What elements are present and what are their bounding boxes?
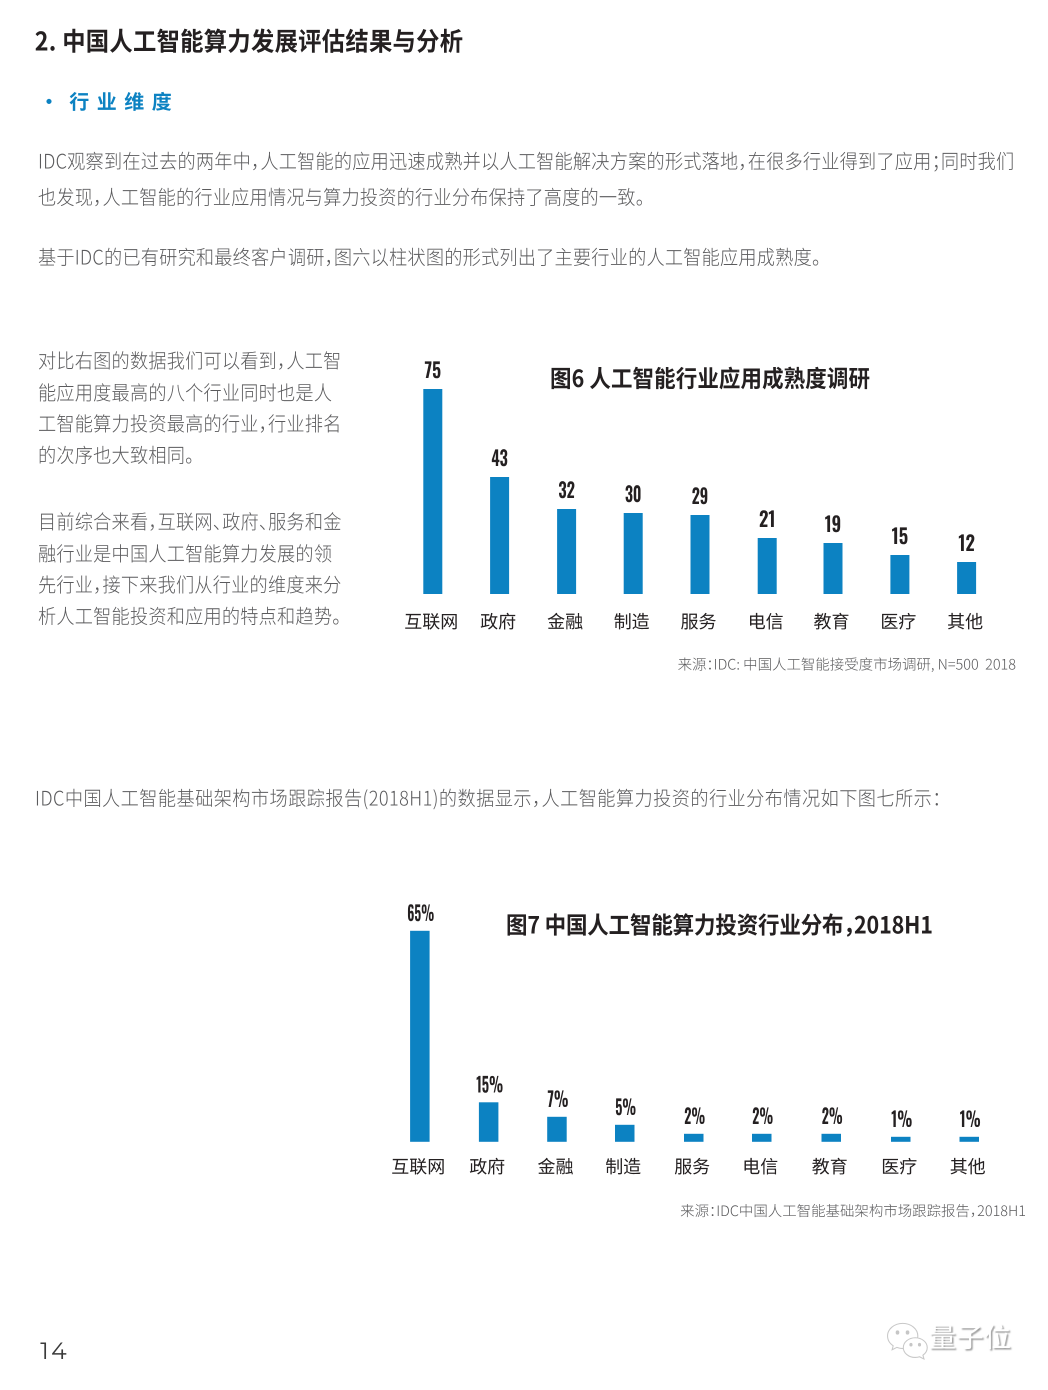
svg-text:图7 中国人工智能算力投资行业分布，2018H1: 图7 中国人工智能算力投资行业分布，2018H1 xyxy=(506,906,933,941)
svg-text:32: 32 xyxy=(558,474,575,504)
svg-text:制造: 制造 xyxy=(614,608,650,634)
svg-text:服务: 服务 xyxy=(681,608,717,634)
svg-text:1%: 1% xyxy=(891,1103,912,1133)
svg-text:电信: 电信 xyxy=(748,608,784,634)
svg-text:29: 29 xyxy=(692,480,709,510)
svg-text:2%: 2% xyxy=(684,1100,705,1130)
svg-text:12: 12 xyxy=(958,527,975,557)
svg-text:制造: 制造 xyxy=(605,1153,641,1179)
svg-text:65%: 65% xyxy=(407,897,434,927)
svg-text:来源：IDC中国人工智能基础架构市场跟踪报告，2018H1: 来源：IDC中国人工智能基础架构市场跟踪报告，2018H1 xyxy=(680,1200,1026,1221)
svg-text:金融: 金融 xyxy=(547,608,583,634)
svg-text:75: 75 xyxy=(425,354,442,384)
svg-text:服务: 服务 xyxy=(674,1153,710,1179)
svg-text:15%: 15% xyxy=(476,1069,503,1099)
svg-text:医疗: 医疗 xyxy=(881,1153,917,1179)
svg-text:其他: 其他 xyxy=(947,608,983,634)
svg-text:教育: 教育 xyxy=(812,1153,848,1179)
svg-text:7%: 7% xyxy=(548,1083,569,1113)
svg-text:图6 人工智能行业应用成熟度调研: 图6 人工智能行业应用成熟度调研 xyxy=(550,360,870,395)
svg-text:2%: 2% xyxy=(752,1100,773,1130)
svg-text:19: 19 xyxy=(825,508,842,538)
svg-text:15: 15 xyxy=(892,520,909,550)
svg-text:2%: 2% xyxy=(822,1100,843,1130)
svg-text:政府: 政府 xyxy=(480,608,516,634)
svg-text:1%: 1% xyxy=(960,1103,981,1133)
svg-text:互联网: 互联网 xyxy=(404,608,458,634)
svg-text:电信: 电信 xyxy=(742,1153,778,1179)
svg-text:政府: 政府 xyxy=(469,1153,505,1179)
svg-text:30: 30 xyxy=(625,478,642,508)
svg-text:金融: 金融 xyxy=(538,1153,574,1179)
svg-text:5%: 5% xyxy=(615,1091,636,1121)
svg-text:43: 43 xyxy=(491,442,508,472)
svg-text:21: 21 xyxy=(759,503,776,533)
svg-text:医疗: 医疗 xyxy=(880,608,916,634)
svg-text:互联网: 互联网 xyxy=(391,1153,445,1179)
svg-text:来源：IDC: 中国人工智能接受度市场调研, N=500: 来源：IDC: 中国人工智能接受度市场调研, N=500 2018 xyxy=(678,654,1017,675)
svg-text:教育: 教育 xyxy=(814,608,850,634)
svg-text:其他: 其他 xyxy=(950,1153,986,1179)
